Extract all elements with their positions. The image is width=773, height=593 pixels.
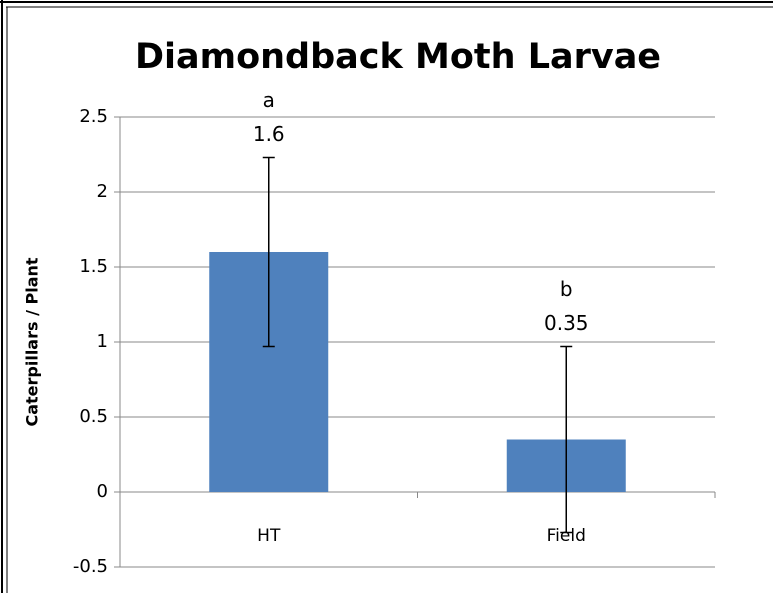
y-tick-label: 1 — [97, 331, 108, 352]
data-label: 1.6 — [253, 122, 285, 146]
chart-title: Diamondback Moth Larvae — [135, 37, 661, 77]
x-tick-label: Field — [547, 526, 586, 546]
x-tick-label: HT — [257, 526, 281, 546]
y-tick-label: -0.5 — [73, 556, 108, 577]
y-tick-label: 0.5 — [79, 406, 108, 427]
significance-letter: b — [560, 277, 573, 301]
y-tick-label: 2.5 — [79, 106, 108, 127]
y-axis-label: Caterpillars / Plant — [23, 257, 42, 426]
significance-letter: a — [263, 88, 275, 112]
y-tick-label: 0 — [97, 481, 108, 502]
y-tick-label: 1.5 — [79, 256, 108, 277]
y-tick-label: 2 — [97, 181, 108, 202]
data-label: 0.35 — [544, 311, 589, 335]
